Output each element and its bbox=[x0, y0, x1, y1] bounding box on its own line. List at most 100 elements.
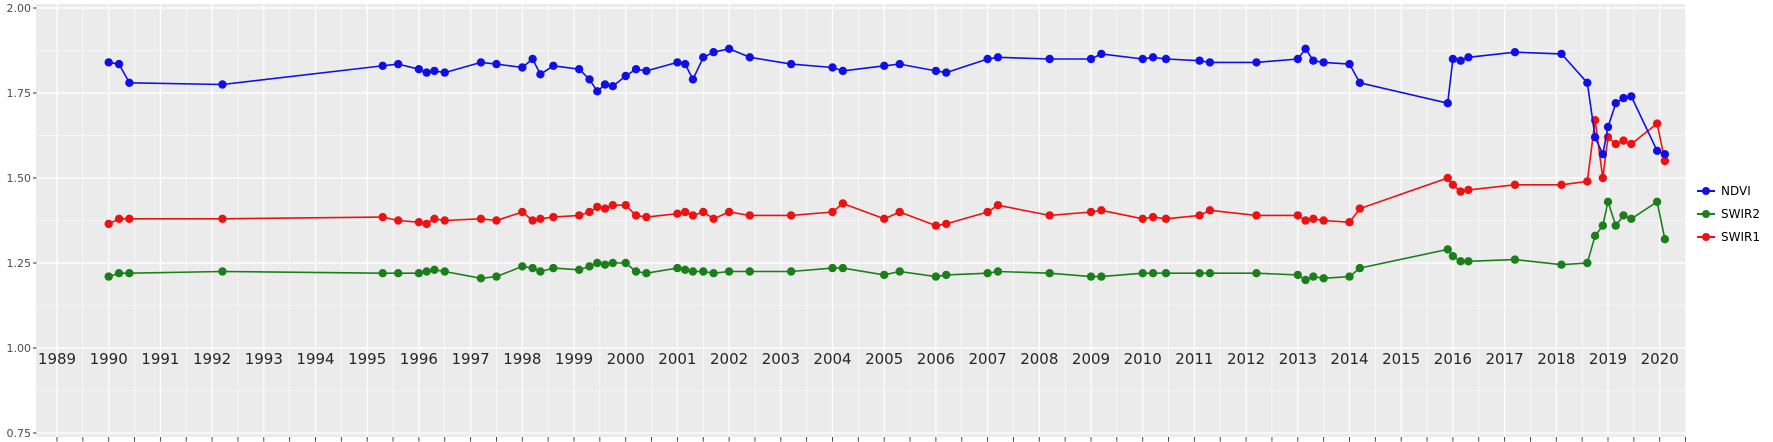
data-point-ndvi bbox=[1097, 49, 1106, 59]
data-point-ndvi bbox=[378, 61, 387, 70]
x-axis-tick-label: 2016 bbox=[1434, 350, 1472, 368]
data-point-swir1 bbox=[104, 219, 113, 229]
data-point-swir1 bbox=[1652, 119, 1662, 128]
data-point-swir2 bbox=[786, 267, 796, 276]
data-point-ndvi bbox=[1045, 54, 1054, 64]
data-point-ndvi bbox=[1138, 54, 1147, 64]
data-point-swir2 bbox=[536, 267, 545, 276]
data-point-ndvi bbox=[838, 66, 848, 76]
data-point-swir1 bbox=[1598, 173, 1608, 183]
data-point-ndvi bbox=[608, 82, 617, 91]
data-point-ndvi bbox=[1205, 58, 1215, 67]
data-point-swir2 bbox=[1557, 260, 1566, 269]
y-axis-tick-label: 2.00 bbox=[7, 2, 32, 15]
data-point-swir2 bbox=[549, 263, 558, 273]
ndvi-point-icon bbox=[1697, 184, 1715, 198]
data-point-swir2 bbox=[1161, 269, 1171, 278]
data-point-swir2 bbox=[1097, 272, 1106, 281]
data-point-swir2 bbox=[492, 272, 501, 281]
x-axis-tick-label: 1989 bbox=[38, 350, 76, 368]
x-axis-tick-label: 1996 bbox=[400, 350, 438, 368]
data-point-swir1 bbox=[1138, 214, 1147, 223]
data-point-swir2 bbox=[518, 262, 527, 271]
data-point-ndvi bbox=[993, 53, 1003, 62]
data-point-swir1 bbox=[1148, 212, 1158, 222]
data-point-swir2 bbox=[600, 260, 610, 269]
data-point-swir2 bbox=[724, 267, 734, 276]
data-point-swir2 bbox=[422, 267, 431, 276]
data-point-ndvi bbox=[104, 58, 113, 67]
data-point-swir1 bbox=[1660, 156, 1670, 166]
data-point-swir1 bbox=[931, 221, 941, 230]
data-point-swir1 bbox=[218, 214, 227, 223]
data-point-swir2 bbox=[104, 272, 113, 281]
data-point-ndvi bbox=[983, 54, 992, 64]
data-point-swir1 bbox=[1443, 173, 1452, 183]
data-point-swir2 bbox=[838, 263, 848, 273]
data-point-swir2 bbox=[1619, 211, 1628, 220]
x-axis-tick-label: 1990 bbox=[90, 350, 128, 368]
x-axis-tick-label: 2015 bbox=[1382, 350, 1420, 368]
swir2-point-icon bbox=[1697, 207, 1715, 221]
data-point-ndvi bbox=[688, 75, 698, 84]
data-point-swir1 bbox=[880, 214, 889, 223]
data-point-ndvi bbox=[1195, 56, 1204, 65]
data-point-ndvi bbox=[709, 48, 718, 57]
x-axis-tick-label: 2018 bbox=[1537, 350, 1575, 368]
data-point-ndvi bbox=[218, 80, 227, 89]
data-point-ndvi bbox=[786, 59, 796, 69]
x-axis-tick-label: 2000 bbox=[607, 350, 645, 368]
data-point-ndvi bbox=[1345, 59, 1354, 69]
x-axis-tick-label: 2014 bbox=[1330, 350, 1368, 368]
data-point-swir1 bbox=[1510, 180, 1520, 189]
data-point-ndvi bbox=[125, 78, 134, 88]
data-point-swir2 bbox=[1301, 275, 1310, 285]
data-point-ndvi bbox=[574, 65, 584, 74]
data-point-swir2 bbox=[476, 274, 486, 283]
data-point-swir1 bbox=[125, 214, 134, 223]
data-point-ndvi bbox=[931, 66, 941, 76]
data-point-swir1 bbox=[1627, 139, 1636, 149]
data-point-ndvi bbox=[600, 80, 610, 89]
data-point-swir1 bbox=[724, 207, 734, 217]
data-point-ndvi bbox=[1448, 54, 1458, 64]
data-point-ndvi bbox=[394, 59, 403, 69]
data-point-swir1 bbox=[1345, 218, 1354, 227]
data-point-swir1 bbox=[1195, 211, 1204, 220]
data-point-swir2 bbox=[593, 258, 602, 268]
data-point-ndvi bbox=[828, 63, 837, 72]
data-point-swir2 bbox=[1355, 263, 1365, 273]
data-point-swir2 bbox=[1252, 269, 1261, 278]
data-point-swir1 bbox=[1205, 206, 1215, 215]
y-axis-tick-label: 1.00 bbox=[7, 342, 32, 355]
data-point-ndvi bbox=[1652, 146, 1662, 155]
data-point-swir1 bbox=[1293, 211, 1303, 220]
data-point-swir1 bbox=[492, 216, 501, 225]
y-axis-tick-label: 1.50 bbox=[7, 172, 32, 185]
data-point-swir1 bbox=[1252, 211, 1261, 220]
legend-label-swir2: SWIR2 bbox=[1721, 207, 1760, 221]
legend-label-ndvi: NDVI bbox=[1721, 184, 1751, 198]
data-point-ndvi bbox=[114, 59, 124, 69]
data-point-ndvi bbox=[1660, 150, 1670, 159]
data-point-swir2 bbox=[1319, 274, 1328, 283]
data-point-swir2 bbox=[631, 267, 641, 276]
swir1-point-icon bbox=[1697, 230, 1715, 244]
y-axis-tick-label: 1.25 bbox=[7, 257, 32, 270]
data-point-ndvi bbox=[1456, 56, 1465, 65]
data-point-ndvi bbox=[518, 63, 527, 72]
data-point-swir2 bbox=[218, 267, 227, 276]
data-point-swir2 bbox=[394, 269, 403, 278]
data-point-swir1 bbox=[631, 211, 641, 220]
data-point-ndvi bbox=[1293, 54, 1303, 64]
data-point-swir2 bbox=[1660, 235, 1670, 244]
legend-item-swir1: SWIR1 bbox=[1697, 230, 1760, 244]
data-point-swir2 bbox=[1456, 257, 1465, 266]
data-point-swir1 bbox=[1448, 180, 1458, 189]
data-point-swir1 bbox=[786, 211, 796, 220]
data-point-ndvi bbox=[621, 71, 630, 81]
data-point-swir1 bbox=[518, 207, 527, 217]
data-point-swir2 bbox=[709, 269, 718, 278]
data-point-ndvi bbox=[724, 44, 734, 53]
